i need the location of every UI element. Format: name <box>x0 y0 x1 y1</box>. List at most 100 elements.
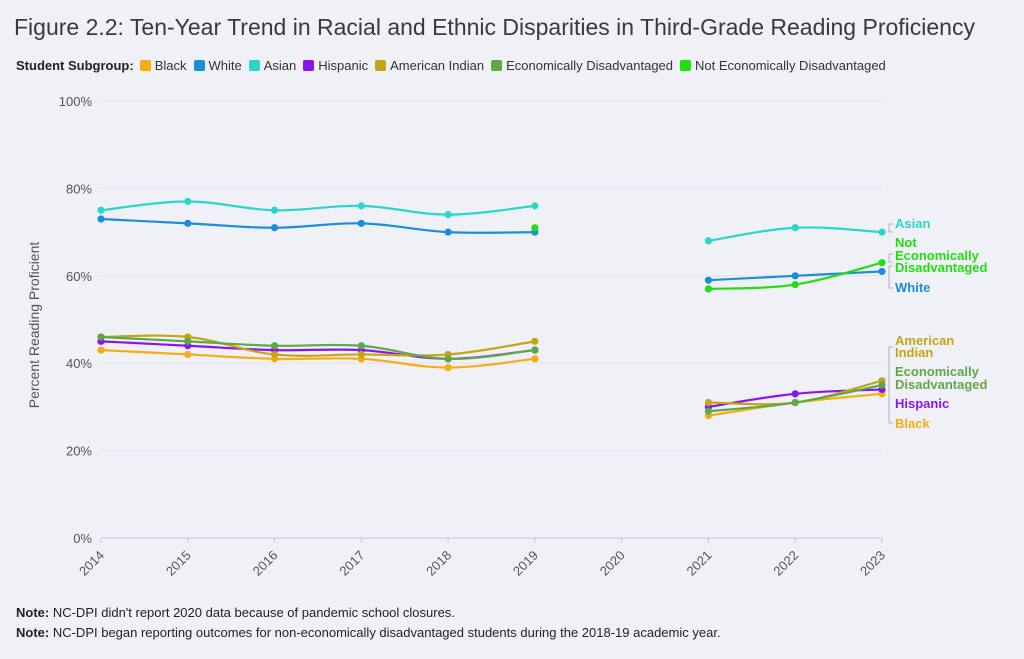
data-point-econ_dis <box>357 342 365 350</box>
data-point-american_indian <box>704 398 713 407</box>
data-point-not_econ_dis <box>531 224 539 232</box>
x-tick-label: 2016 <box>250 548 281 579</box>
series-line-econ_dis <box>100 335 535 360</box>
data-point-asian <box>704 237 713 245</box>
data-point-white <box>444 228 452 236</box>
legend-item-asian[interactable]: Asian <box>248 58 297 73</box>
series-line-black <box>100 348 535 369</box>
series-line-american_indian <box>100 334 536 357</box>
data-point-asian <box>184 197 192 206</box>
x-tick-label: 2018 <box>423 548 454 579</box>
legend-item-hispanic[interactable]: Hispanic <box>303 58 368 73</box>
y-axis: 0% 20% 40% 60% 80% 100% <box>59 94 93 546</box>
end-label-not_econ_dis: Not <box>895 235 917 250</box>
x-tick-label: 2022 <box>770 548 801 579</box>
legend-swatch-white <box>193 60 205 71</box>
data-point-american_indian <box>270 350 279 359</box>
end-label-white: White <box>895 280 930 295</box>
connector-white <box>888 265 893 289</box>
legend-item-econ-dis[interactable]: Economically Disadvantaged <box>491 58 673 73</box>
connector-lower-group <box>888 346 893 424</box>
end-label-american_indian: Indian <box>895 345 933 360</box>
y-tick-label: 40% <box>66 356 92 371</box>
connector-asian <box>888 223 893 233</box>
series-not_econ_dis <box>531 224 886 293</box>
legend-item-white[interactable]: White <box>193 58 242 73</box>
data-point-black <box>531 355 539 363</box>
data-point-american_indian <box>531 337 539 345</box>
x-axis: 2014 2015 2016 2017 2018 2019 2020 2021 2022 2023 <box>76 537 888 579</box>
data-point-hispanic <box>791 390 799 398</box>
chart-title: Figure 2.2: Ten-Year Trend in Racial and… <box>14 14 975 40</box>
data-point-black <box>444 363 452 372</box>
data-point-not_econ_dis <box>878 259 886 267</box>
data-point-white <box>270 224 279 232</box>
data-point-not_econ_dis <box>791 280 799 289</box>
data-point-econ_dis <box>531 346 539 354</box>
legend-label-econ-dis: Economically Disadvantaged <box>506 58 674 73</box>
series-asian <box>97 197 886 245</box>
end-label-econ_dis: Economically <box>895 364 980 379</box>
end-label-hispanic: Hispanic <box>895 396 949 411</box>
note-1-label: Note: <box>16 605 50 620</box>
data-point-econ_dis <box>791 398 799 407</box>
data-point-econ_dis <box>444 355 452 363</box>
data-point-asian <box>270 206 279 214</box>
legend-label-american-indian: American Indian <box>390 58 485 73</box>
notes: Note: NC-DPI didn't report 2020 data bec… <box>16 603 721 643</box>
legend-swatch-asian <box>248 60 260 71</box>
series-line-asian <box>100 200 535 216</box>
data-point-econ_dis <box>270 342 279 350</box>
legend-item-black[interactable]: Black <box>139 58 187 73</box>
series-white <box>97 215 886 284</box>
data-point-asian <box>878 228 886 236</box>
end-label-not_econ_dis: Disadvantaged <box>895 260 988 275</box>
data-point-asian <box>531 202 539 210</box>
legend-swatch-black <box>139 60 151 71</box>
series-black <box>97 346 886 420</box>
data-point-black <box>97 346 105 354</box>
legend-item-american-indian[interactable]: American Indian <box>375 58 484 73</box>
legend-label-black: Black <box>154 58 187 73</box>
y-tick-label: 60% <box>66 269 92 284</box>
legend-label-asian: Asian <box>263 58 297 73</box>
note-2: Note: NC-DPI began reporting outcomes fo… <box>16 623 721 643</box>
note-2-label: Note: <box>16 625 50 640</box>
legend-label-white: White <box>208 58 242 73</box>
legend: Student Subgroup: Black White Asian Hisp… <box>16 58 893 73</box>
legend-label-hispanic: Hispanic <box>318 58 369 73</box>
y-tick-label: 80% <box>66 181 92 196</box>
legend-swatch-hispanic <box>303 60 315 71</box>
legend-swatch-american-indian <box>375 60 387 71</box>
x-tick-label: 2014 <box>76 548 107 579</box>
data-point-white <box>704 276 713 284</box>
legend-title: Student Subgroup: <box>16 58 134 73</box>
data-point-black <box>184 350 192 359</box>
data-point-white <box>791 272 799 280</box>
y-axis-label: Percent Reading Proficient <box>26 242 42 409</box>
series-line-white <box>100 217 535 234</box>
legend-swatch-not-econ-dis <box>680 60 692 71</box>
data-point-white <box>878 267 886 276</box>
series-econ_dis <box>97 333 886 415</box>
note-1-text: NC-DPI didn't report 2020 data because o… <box>49 605 455 620</box>
data-point-american_indian <box>357 350 365 359</box>
gridlines <box>101 100 882 452</box>
legend-label-not-econ-dis: Not Economically Disadvantaged <box>695 58 886 73</box>
end-label-asian: Asian <box>895 216 930 231</box>
data-point-asian <box>357 202 365 210</box>
end-label-american_indian: American <box>895 333 954 348</box>
note-2-text: NC-DPI began reporting outcomes for non-… <box>49 625 721 640</box>
x-tick-label: 2023 <box>857 548 888 579</box>
line-chart: 0%20%40%60%80%100% 2014 2015 2016 2017 2018 2… <box>26 94 988 579</box>
x-tick-label: 2019 <box>510 548 541 579</box>
data-point-econ_dis <box>704 407 713 415</box>
data-point-asian <box>444 211 452 219</box>
series-american_indian <box>97 333 886 407</box>
data-point-econ_dis <box>878 381 886 389</box>
y-tick-label: 20% <box>66 444 92 459</box>
legend-item-not-econ-dis[interactable]: Not Economically Disadvantaged <box>680 58 886 73</box>
x-tick-label: 2015 <box>163 548 194 579</box>
y-tick-label: 100% <box>59 94 93 109</box>
